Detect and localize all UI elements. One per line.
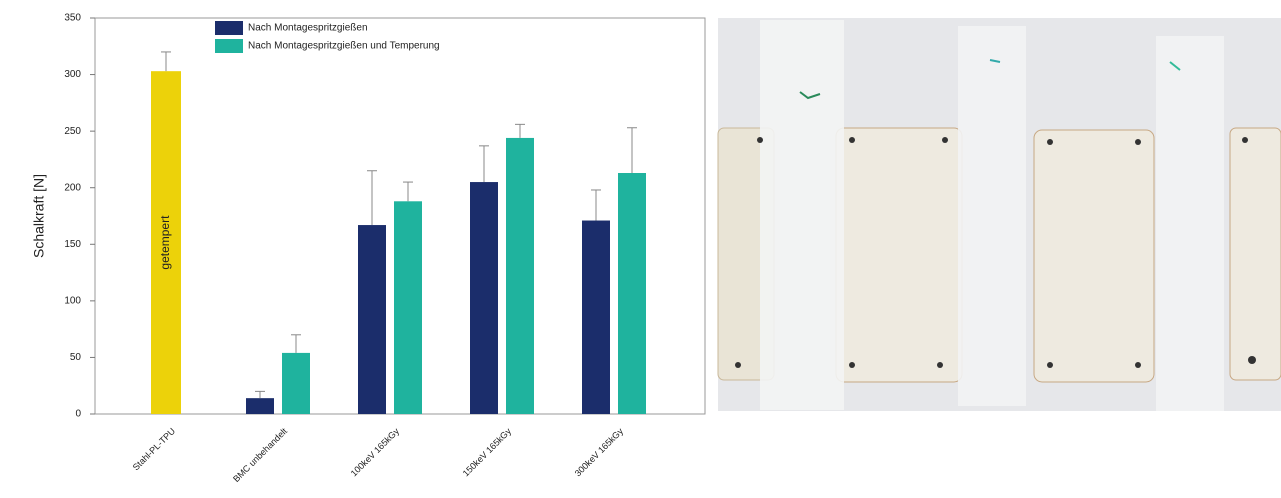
bar [470, 182, 498, 414]
y-tick-label: 0 [75, 409, 81, 420]
x-tick-label: 300keV 165kGy [573, 426, 626, 479]
bar [282, 352, 310, 414]
bar [358, 225, 386, 414]
x-tick-label: BMC unbehandelt [231, 426, 289, 484]
y-tick-label: 250 [64, 126, 81, 137]
y-axis-label: Schalkraft [N] [31, 174, 47, 258]
legend-label: Nach Montagespritzgießen [248, 23, 368, 34]
bar [151, 71, 181, 415]
x-tick-label: Stahl-PL-TPU [131, 426, 177, 472]
error-bar [255, 390, 265, 399]
y-tick-label: 200 [64, 182, 81, 193]
error-bar [367, 170, 377, 226]
error-bar [479, 145, 489, 183]
bar [618, 173, 646, 414]
error-bar [515, 123, 525, 138]
bar [246, 398, 274, 414]
legend-swatch [215, 21, 243, 35]
error-bar [627, 127, 637, 174]
error-bar [591, 189, 601, 221]
bar [394, 201, 422, 414]
x-tick-label: 150keV 165kGy [461, 426, 514, 479]
y-tick-label: 50 [70, 352, 82, 363]
y-tick-label: 150 [64, 239, 81, 250]
error-bar [161, 51, 171, 72]
bar [582, 220, 610, 414]
y-tick-label: 300 [64, 69, 81, 80]
photo [717, 18, 1281, 411]
bar-label: getempert [158, 215, 172, 270]
legend-label: Nach Montagespritzgießen und Temperung [248, 41, 440, 52]
error-bar [291, 334, 301, 353]
bar [506, 137, 534, 414]
legend-swatch [215, 39, 243, 53]
x-tick-label: 100keV 165kGy [349, 426, 402, 479]
y-tick-label: 100 [64, 295, 81, 306]
y-tick-label: 350 [64, 13, 81, 24]
error-bar [403, 181, 413, 202]
